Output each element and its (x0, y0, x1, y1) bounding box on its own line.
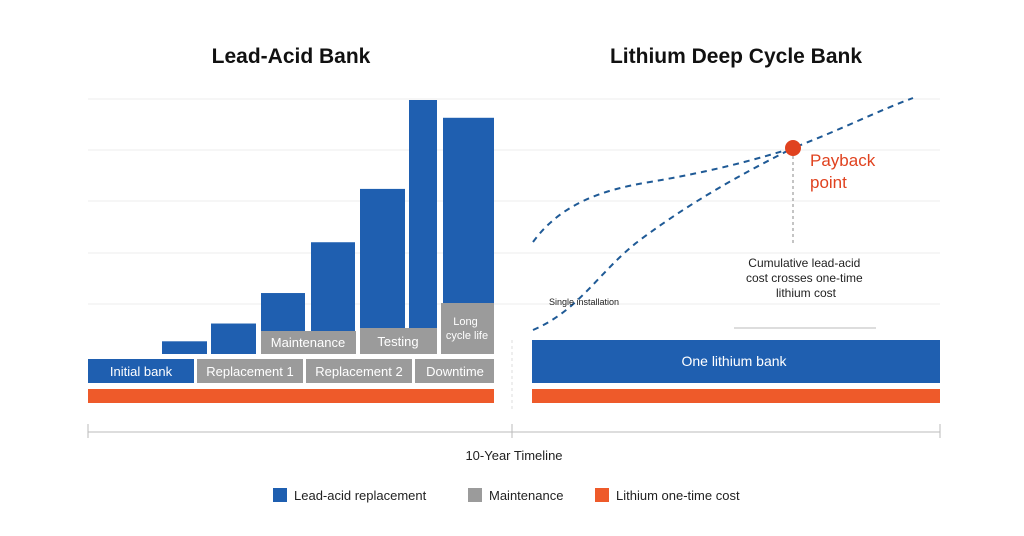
downtime-segment (415, 359, 494, 383)
replacement-2-label: Replacement 2 (315, 364, 402, 379)
payback-label: Payback point (810, 151, 880, 192)
lead-acid-bar-2 (211, 323, 256, 354)
lead-acid-upper-segments: Maintenance Testing Long cycle life (261, 303, 494, 354)
lead-acid-bar-5 (360, 188, 405, 354)
replacement-1-label: Replacement 1 (206, 364, 293, 379)
x-axis-label: 10-Year Timeline (465, 448, 562, 463)
initial-bank-segment (88, 359, 194, 383)
lead-acid-lower-segments: Initial bank Replacement 1 Replacement 2… (88, 359, 494, 383)
long-cycle-life-label: Long cycle life (446, 316, 488, 342)
legend-swatch-lithium (595, 488, 609, 502)
lithium-title: Lithium Deep Cycle Bank (610, 45, 862, 68)
payback-note: Cumulative lead-acid cost crosses one-ti… (746, 256, 866, 300)
lithium-cost-curve (532, 147, 794, 331)
long-cycle-life-segment (441, 303, 494, 354)
maintenance-segment (261, 331, 356, 354)
payback-point-marker (785, 140, 801, 156)
replacement-2-segment (306, 359, 412, 383)
lead-acid-orange-bar (88, 389, 494, 403)
lithium-bank-bar (532, 340, 940, 383)
maintenance-segment-label: Maintenance (271, 335, 345, 350)
single-installation-label: Single installation (549, 297, 619, 307)
downtime-label: Downtime (426, 364, 484, 379)
testing-segment-label: Testing (377, 334, 418, 349)
legend-swatch-lead-acid (273, 488, 287, 502)
legend-label-lead-acid: Lead-acid replacement (294, 488, 427, 503)
lead-acid-bar-6 (409, 100, 437, 354)
testing-segment (360, 328, 437, 354)
legend: Lead-acid replacement Maintenance Lithiu… (273, 488, 740, 503)
legend-swatch-maintenance (468, 488, 482, 502)
lead-acid-title: Lead-Acid Bank (212, 45, 371, 68)
legend-label-lithium: Lithium one-time cost (616, 488, 740, 503)
lead-acid-cumulative-curve (532, 97, 914, 243)
legend-label-maintenance: Maintenance (489, 488, 563, 503)
initial-bank-label: Initial bank (110, 364, 173, 379)
lithium-orange-bar (532, 389, 940, 403)
replacement-1-segment (197, 359, 303, 383)
lead-acid-bar-1 (162, 341, 207, 354)
timeline-axis (87, 340, 941, 438)
lithium-bank-label: One lithium bank (681, 353, 787, 369)
